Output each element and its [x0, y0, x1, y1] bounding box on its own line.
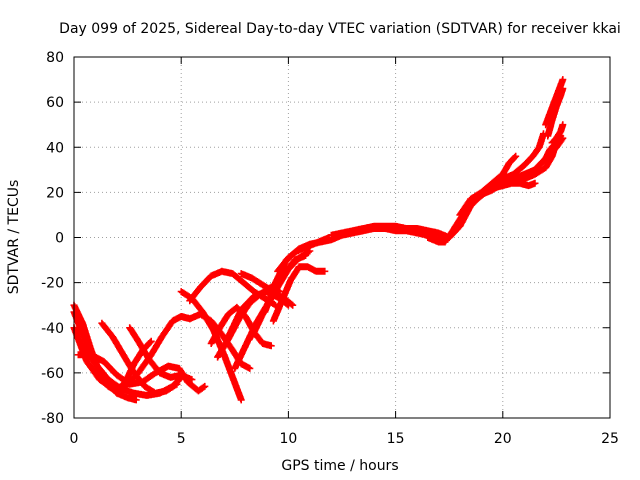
series-markers: [548, 121, 567, 147]
y-tick-labels: -80 -60 -40 -20 0 20 40 60 80: [41, 50, 64, 427]
x-tick-label: 20: [494, 431, 512, 447]
x-tick-label: 25: [601, 431, 619, 447]
x-tick-label: 10: [279, 431, 297, 447]
x-axis-label: GPS time / hours: [281, 458, 398, 474]
series-markers: [98, 319, 181, 397]
series-markers: [544, 85, 567, 140]
series-s6: [98, 319, 181, 397]
series-markers: [269, 263, 329, 325]
series-s27: [544, 85, 567, 140]
series-s17: [269, 263, 329, 325]
y-tick-label: 60: [46, 95, 64, 111]
series-s28: [548, 121, 567, 147]
y-tick-label: -40: [41, 321, 64, 337]
x-tick-labels: 0 5 10 15 20 25: [70, 431, 619, 447]
plot-frame: [73, 56, 611, 419]
y-axis-label: SDTVAR / TECUs: [6, 180, 22, 295]
chart-title: Day 099 of 2025, Sidereal Day-to-day VTE…: [59, 21, 621, 37]
y-tick-label: -80: [41, 411, 64, 427]
x-tick-label: 0: [70, 431, 79, 447]
y-tick-label: 40: [46, 140, 64, 156]
series-markers: [126, 324, 196, 384]
data-series: [70, 76, 567, 404]
y-tick-label: -20: [41, 276, 64, 292]
x-tick-label: 15: [387, 431, 405, 447]
y-tick-label: 0: [55, 231, 64, 247]
x-tick-label: 5: [177, 431, 186, 447]
y-tick-label: 20: [46, 185, 64, 201]
y-tick-label: -60: [41, 366, 64, 382]
series-s7: [126, 324, 196, 384]
y-tick-label: 80: [46, 50, 64, 66]
